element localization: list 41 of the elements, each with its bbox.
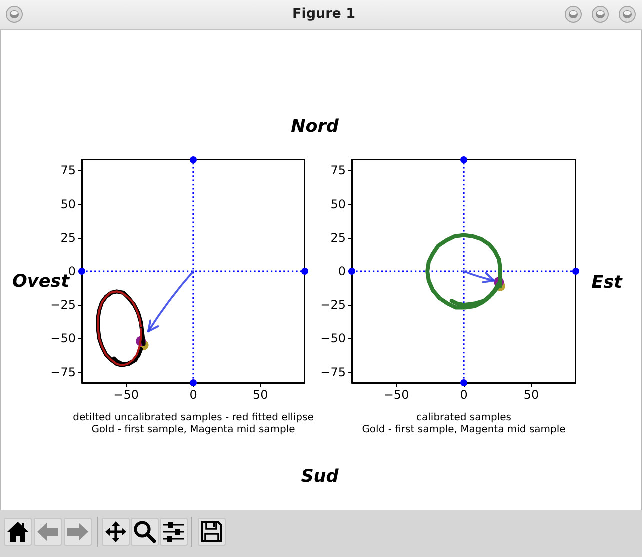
y-tick-label: 0	[68, 264, 76, 278]
y-tick-label: −75	[50, 365, 76, 380]
move-button[interactable]	[102, 518, 130, 546]
y-tick-label: −75	[320, 365, 346, 380]
x-axis-title: calibrated samples Gold - first sample, Magenta mid sample	[362, 412, 566, 436]
point	[78, 268, 86, 275]
x-tick-label: 50	[253, 388, 268, 402]
y-tick-label: −50	[50, 332, 76, 346]
y-tick-label: 50	[60, 197, 76, 212]
y-tick-label: −25	[320, 298, 346, 312]
x-tick-label: −50	[114, 388, 139, 402]
arrow-right-button[interactable]	[64, 518, 92, 546]
point	[460, 156, 468, 164]
x-tick-label: −50	[384, 388, 410, 402]
x-tick-label: 0	[190, 388, 198, 402]
point	[572, 268, 580, 275]
text: Ovest	[12, 272, 70, 292]
home-button[interactable]	[4, 518, 32, 546]
x-tick-label: 50	[524, 388, 540, 402]
y-tick-label: −50	[320, 332, 346, 346]
point	[348, 268, 356, 275]
point	[190, 156, 197, 164]
x-tick-label: 0	[460, 388, 468, 402]
y-tick-label: 50	[330, 197, 346, 212]
y-tick-label: 25	[60, 230, 76, 245]
text: Est	[592, 273, 622, 293]
sliders-button[interactable]	[160, 518, 188, 546]
y-tick-label: 75	[60, 164, 76, 178]
y-tick-label: 25	[330, 230, 346, 245]
y-tick-label: 0	[338, 264, 346, 278]
search-button[interactable]	[131, 518, 159, 546]
text: Nord	[291, 117, 339, 137]
save-button[interactable]	[198, 518, 226, 546]
x-axis-title: detilted uncalibrated samples - red fitted ellipse Gold - first sample, Magenta mid sample	[73, 412, 314, 436]
point	[302, 268, 308, 275]
text: Sud	[301, 467, 339, 487]
caption: Figure 1	[292, 6, 356, 22]
y-tick-label: 75	[330, 164, 346, 178]
y-tick-label: −25	[50, 298, 76, 312]
point	[190, 380, 197, 386]
point	[460, 380, 468, 386]
